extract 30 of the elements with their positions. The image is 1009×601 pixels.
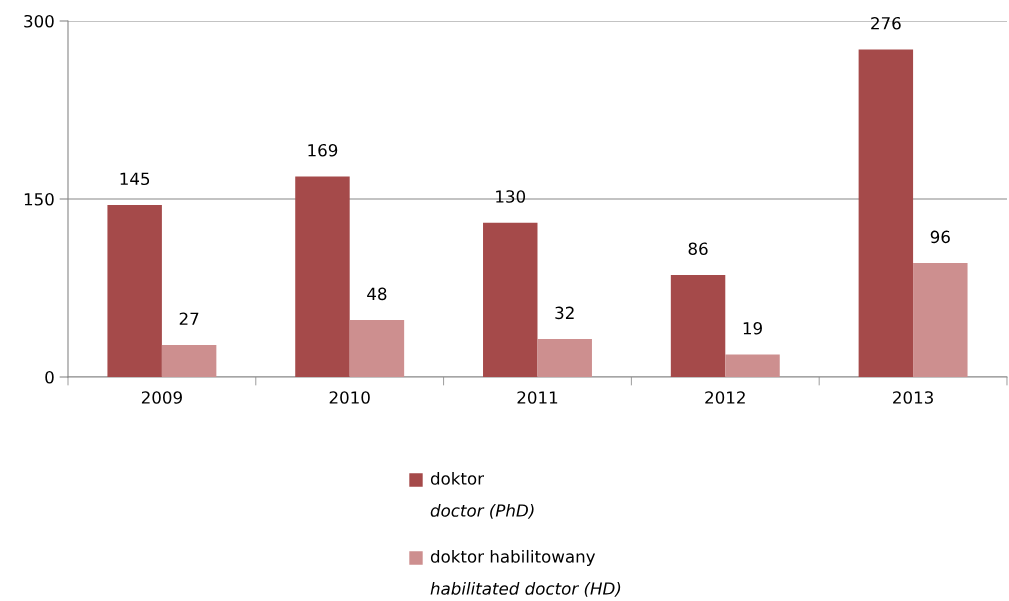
data-label: 27 [179,312,199,325]
x-tick-label: 2009 [141,391,182,404]
legend-label: doktor habilitowany habilitated doctor (HD) [430,549,621,597]
bar [295,176,350,377]
bar [161,344,217,377]
x-tick-label: 2011 [517,391,558,404]
data-label: 96 [930,230,950,244]
legend-label: doktor doctor (PhD) [430,471,534,519]
y-tick-label: 300 [24,14,54,28]
x-tick-label: 2013 [893,391,933,404]
x-tick-label: 2010 [329,391,370,404]
data-label: 48 [367,287,387,301]
data-label: 130 [496,190,526,203]
bar [107,204,162,377]
data-label: 145 [120,172,150,186]
data-label: 19 [743,321,762,335]
data-label: 169 [308,143,338,157]
data-label: 32 [555,306,574,320]
y-tick-label: 150 [24,192,54,206]
bar [537,339,592,377]
bar [483,222,538,377]
x-tick-label: 2012 [705,391,745,404]
data-label: 276 [871,16,901,30]
bar [858,49,914,377]
bar [349,320,405,377]
bar [913,263,968,377]
bar [670,274,726,377]
bar [725,354,780,377]
data-label: 86 [688,242,708,256]
y-tick-label: 0 [45,370,54,384]
